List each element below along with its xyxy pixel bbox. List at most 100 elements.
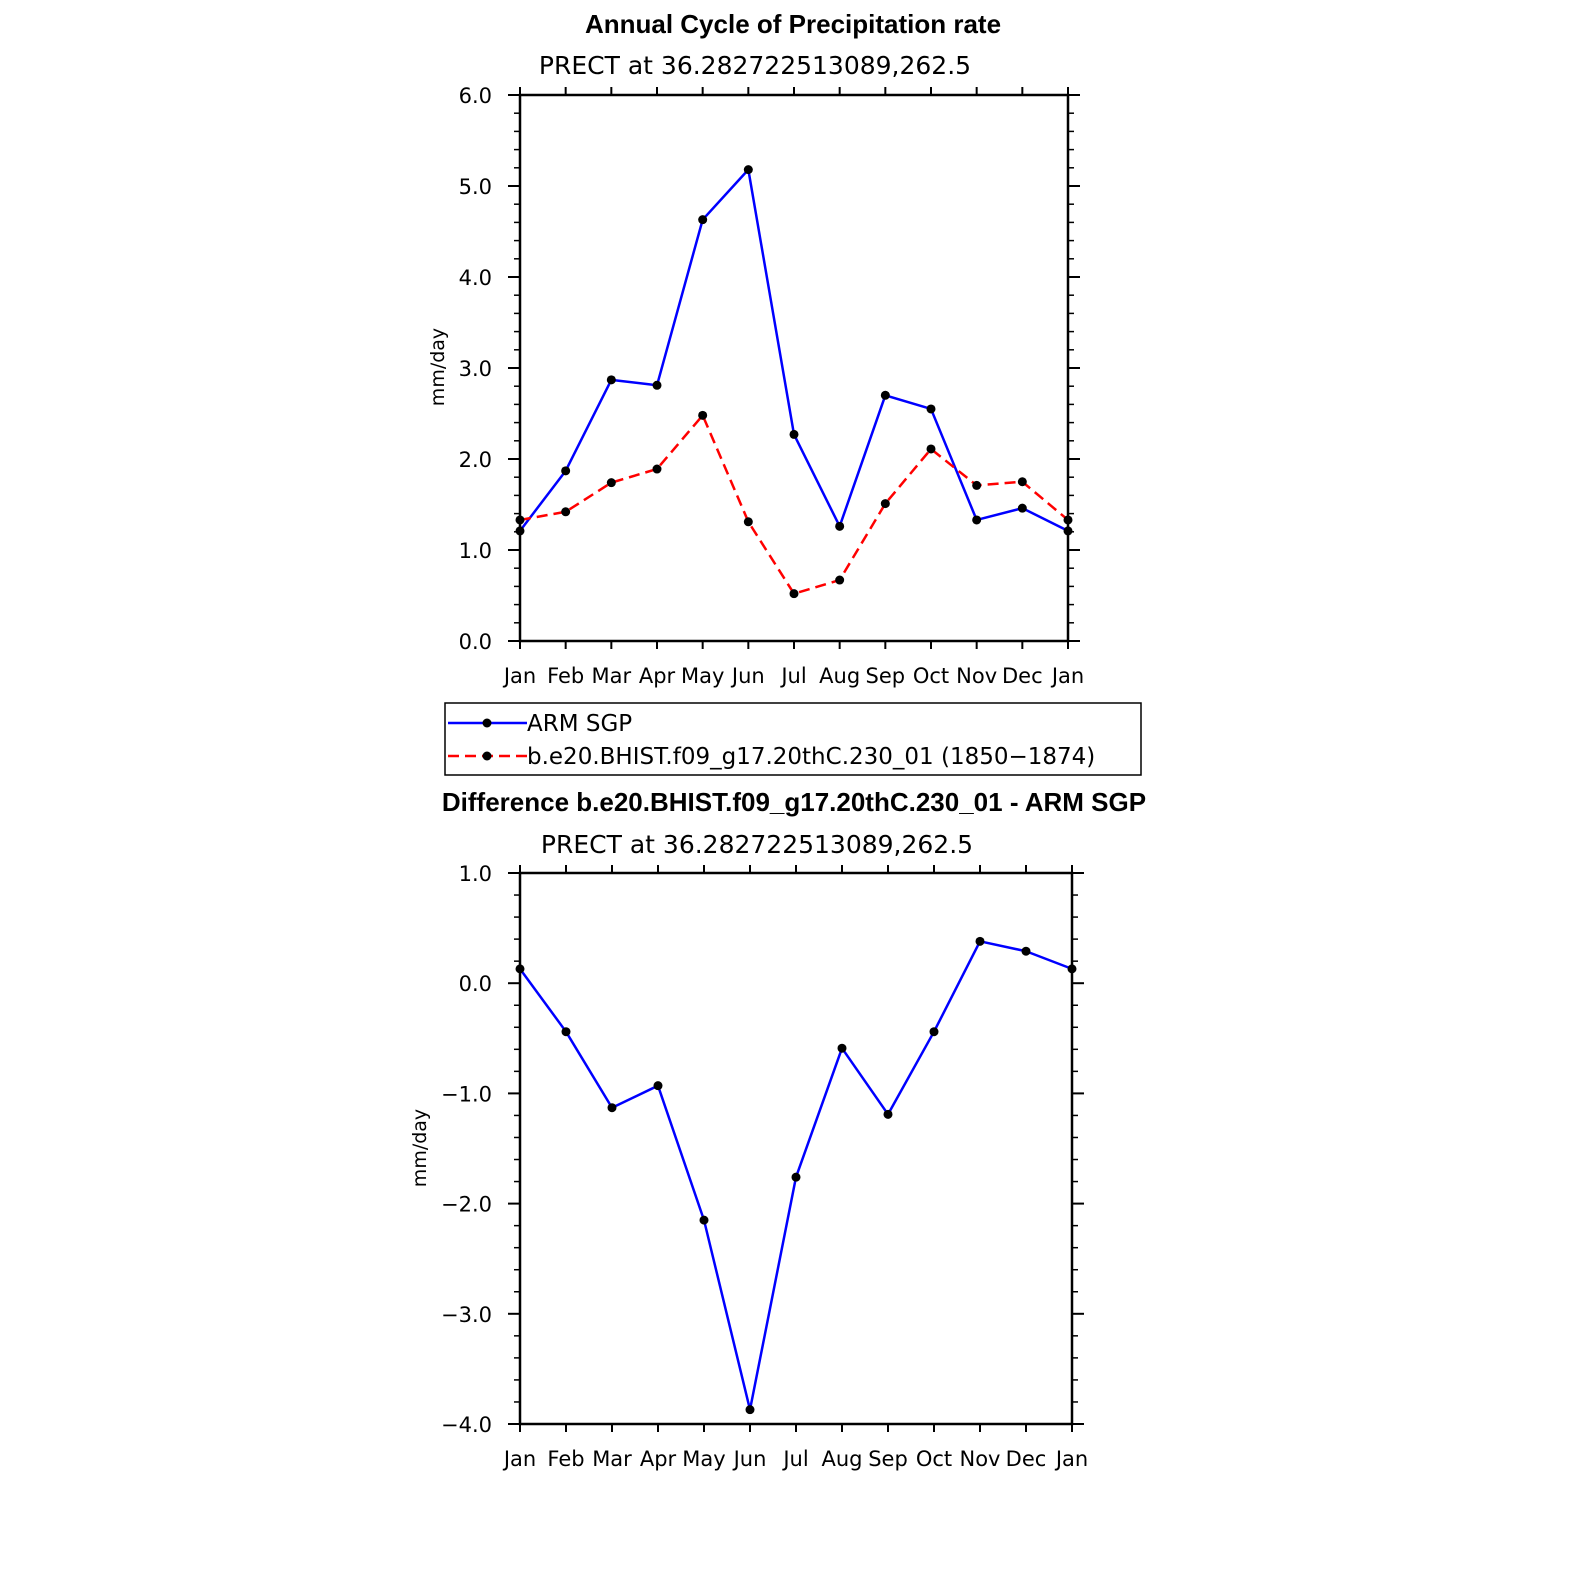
chart-subtitle: PRECT at 36.282722513089,262.5 xyxy=(539,51,971,80)
y-tick-label: 3.0 xyxy=(459,357,492,381)
x-tick-label-jul: Jul xyxy=(781,1447,808,1471)
data-point-0-2 xyxy=(607,1103,617,1113)
x-tick-label-jan: Jan xyxy=(1054,1447,1088,1471)
chart-title: Annual Cycle of Precipitation rate xyxy=(585,9,1001,39)
precipitation-annual-cycle-chart: Annual Cycle of Precipitation rate PRECT… xyxy=(427,9,1084,688)
x-tick-label-apr: Apr xyxy=(640,1447,677,1471)
x-tick-label-sep: Sep xyxy=(866,664,906,688)
legend-entry-arm-sgp: ARM SGP xyxy=(448,711,632,737)
data-point-0-9 xyxy=(926,404,936,414)
data-point-0-12 xyxy=(1067,964,1077,974)
y-axis-label: mm/day xyxy=(427,328,449,406)
data-point-1-1 xyxy=(561,507,571,517)
x-tick-label-nov: Nov xyxy=(960,1447,1001,1471)
y-tick-label: 2.0 xyxy=(459,448,492,472)
data-point-1-8 xyxy=(880,499,890,509)
x-tick-label-oct: Oct xyxy=(913,664,949,688)
x-tick-label-jan: Jan xyxy=(1050,664,1084,688)
x-tick-label-aug: Aug xyxy=(819,664,860,688)
x-tick-label-may: May xyxy=(681,664,724,688)
data-point-1-2 xyxy=(606,478,616,488)
data-point-1-11 xyxy=(1017,477,1027,487)
series-line-1 xyxy=(519,414,1069,595)
data-point-0-10 xyxy=(972,515,982,525)
axis-ticks: Jan Feb Mar Apr May Jun Jul Aug Sep Oct Nov Dec Jan 0… xyxy=(459,84,1085,688)
y-tick-label: 5.0 xyxy=(459,175,492,199)
chart-subtitle: PRECT at 36.282722513089,262.5 xyxy=(541,830,973,859)
legend-label-model: b.e20.BHIST.f09_g17.20thC.230_01 (1850−1… xyxy=(527,744,1095,770)
plot-frame xyxy=(518,871,1074,1426)
data-point-0-11 xyxy=(1021,946,1031,956)
data-point-0-3 xyxy=(653,1081,663,1091)
data-point-0-0 xyxy=(515,964,525,974)
data-point-0-3 xyxy=(652,380,662,390)
y-tick-label: 6.0 xyxy=(459,84,492,108)
data-point-0-8 xyxy=(883,1109,893,1119)
data-point-1-9 xyxy=(926,444,936,454)
data-point-0-12 xyxy=(1063,526,1073,536)
y-tick-label: −3.0 xyxy=(441,1303,492,1327)
x-tick-label-jun: Jun xyxy=(730,664,765,688)
data-point-0-5 xyxy=(743,165,753,175)
axis-ticks: Jan Feb Mar Apr May Jun Jul Aug Sep Oct Nov Dec Jan −… xyxy=(441,862,1088,1471)
data-point-1-4 xyxy=(698,410,708,420)
x-tick-label-mar: Mar xyxy=(592,1447,632,1471)
data-point-1-12 xyxy=(1063,515,1073,525)
data-point-0-11 xyxy=(1017,503,1027,513)
y-axis-label: mm/day xyxy=(409,1109,431,1187)
x-tick-label-jan: Jan xyxy=(502,664,536,688)
plot-frame xyxy=(518,93,1070,643)
data-point-0-1 xyxy=(561,466,571,476)
data-point-0-4 xyxy=(699,1215,709,1225)
legend-box xyxy=(444,702,1142,776)
data-point-0-9 xyxy=(929,1027,939,1037)
data-point-0-6 xyxy=(789,429,799,439)
y-tick-label: 1.0 xyxy=(459,539,492,563)
x-tick-label-feb: Feb xyxy=(547,664,584,688)
data-point-0-8 xyxy=(880,390,890,400)
data-point-0-5 xyxy=(745,1405,755,1415)
data-point-1-3 xyxy=(652,464,662,474)
y-tick-label: 0.0 xyxy=(459,972,492,996)
x-tick-label-dec: Dec xyxy=(1006,1447,1047,1471)
series-line-0 xyxy=(519,168,1069,533)
data-series xyxy=(515,936,1077,1415)
legend-entry-model: b.e20.BHIST.f09_g17.20thC.230_01 (1850−1… xyxy=(448,744,1095,770)
difference-chart: Difference b.e20.BHIST.f09_g17.20thC.230… xyxy=(409,787,1146,1471)
x-tick-label-jan: Jan xyxy=(502,1447,536,1471)
data-point-0-0 xyxy=(515,526,525,536)
x-tick-label-jun: Jun xyxy=(732,1447,767,1471)
chart-title: Difference b.e20.BHIST.f09_g17.20thC.230… xyxy=(442,787,1146,817)
x-tick-label-jul: Jul xyxy=(779,664,806,688)
x-tick-label-aug: Aug xyxy=(821,1447,862,1471)
data-point-0-7 xyxy=(837,1043,847,1053)
data-point-1-7 xyxy=(835,575,845,585)
data-point-1-10 xyxy=(972,480,982,490)
legend: ARM SGP b.e20.BHIST.f09_g17.20thC.230_01… xyxy=(444,702,1142,776)
y-tick-label: −2.0 xyxy=(441,1193,492,1217)
x-tick-label-nov: Nov xyxy=(956,664,997,688)
x-tick-label-may: May xyxy=(682,1447,725,1471)
data-point-0-4 xyxy=(698,215,708,225)
data-point-0-2 xyxy=(606,375,616,385)
data-point-1-0 xyxy=(515,515,525,525)
data-point-0-10 xyxy=(975,936,985,946)
x-tick-label-feb: Feb xyxy=(547,1447,584,1471)
x-tick-label-mar: Mar xyxy=(592,664,632,688)
legend-label-arm-sgp: ARM SGP xyxy=(527,711,632,737)
data-point-1-6 xyxy=(789,589,799,599)
y-tick-label: 1.0 xyxy=(459,862,492,886)
data-series xyxy=(515,165,1073,599)
x-tick-label-dec: Dec xyxy=(1002,664,1043,688)
data-point-0-7 xyxy=(835,521,845,531)
x-tick-label-apr: Apr xyxy=(639,664,676,688)
y-tick-label: 0.0 xyxy=(459,630,492,654)
y-tick-label: −1.0 xyxy=(441,1082,492,1106)
x-tick-label-sep: Sep xyxy=(868,1447,908,1471)
y-tick-label: 4.0 xyxy=(459,266,492,290)
x-tick-label-oct: Oct xyxy=(916,1447,952,1471)
data-point-0-6 xyxy=(791,1172,801,1182)
legend-marker-model xyxy=(482,751,492,761)
data-point-1-5 xyxy=(743,517,753,527)
